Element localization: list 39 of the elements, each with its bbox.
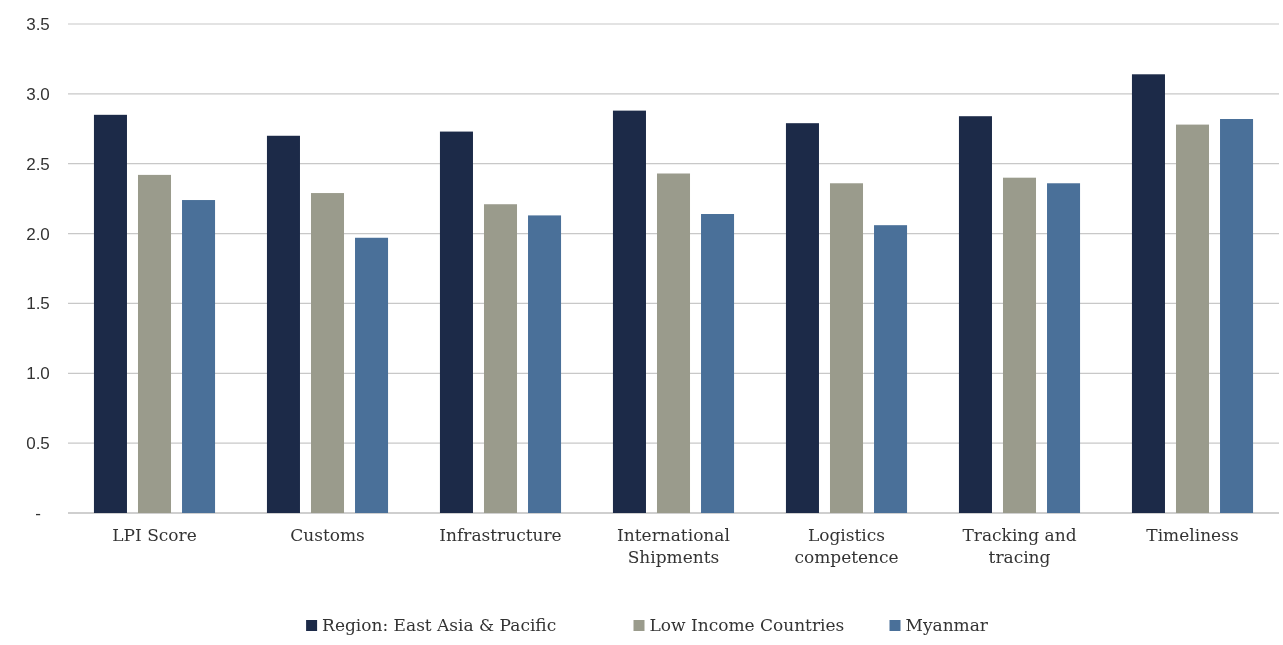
bar bbox=[829, 183, 864, 513]
y-tick-label: 2.0 bbox=[26, 224, 50, 244]
bar bbox=[1175, 124, 1210, 513]
bar bbox=[1047, 183, 1081, 513]
bar bbox=[612, 110, 646, 513]
x-tick-label: International Shipments bbox=[617, 525, 730, 567]
bar bbox=[483, 204, 518, 513]
bar bbox=[785, 123, 819, 513]
bar bbox=[1220, 119, 1254, 513]
bar bbox=[182, 200, 216, 513]
bar bbox=[701, 214, 735, 513]
y-tick-label: 1.0 bbox=[26, 364, 50, 384]
y-tick-label: 3.0 bbox=[26, 84, 50, 104]
x-tick-label: Logistics competence bbox=[794, 525, 899, 567]
y-tick-label: - bbox=[35, 503, 41, 523]
bar bbox=[439, 131, 473, 513]
x-tick-label: Infrastructure bbox=[439, 525, 562, 545]
y-tick-label: 1.5 bbox=[26, 294, 50, 314]
bar bbox=[874, 225, 908, 513]
bar bbox=[528, 215, 562, 513]
bar bbox=[266, 135, 300, 513]
x-tick-label: LPI Score bbox=[112, 525, 197, 545]
bar bbox=[310, 193, 345, 513]
bar bbox=[355, 237, 389, 513]
x-tick-label: Timeliness bbox=[1146, 525, 1239, 545]
bar bbox=[1002, 177, 1037, 513]
legend-label: Low Income Countries bbox=[649, 615, 845, 635]
bar bbox=[958, 116, 992, 513]
bar bbox=[656, 173, 691, 513]
y-tick-label: 0.5 bbox=[26, 434, 50, 454]
legend-label: Myanmar bbox=[905, 615, 989, 635]
y-tick-label: 2.5 bbox=[26, 154, 50, 174]
bar bbox=[137, 174, 172, 513]
bar bbox=[93, 114, 127, 513]
legend-label: Region: East Asia & Pacific bbox=[322, 615, 557, 635]
x-tick-label: Customs bbox=[290, 525, 365, 545]
bar bbox=[1131, 74, 1165, 513]
y-tick-label: 3.5 bbox=[26, 14, 50, 34]
x-tick-label: Tracking and tracing bbox=[962, 525, 1077, 567]
